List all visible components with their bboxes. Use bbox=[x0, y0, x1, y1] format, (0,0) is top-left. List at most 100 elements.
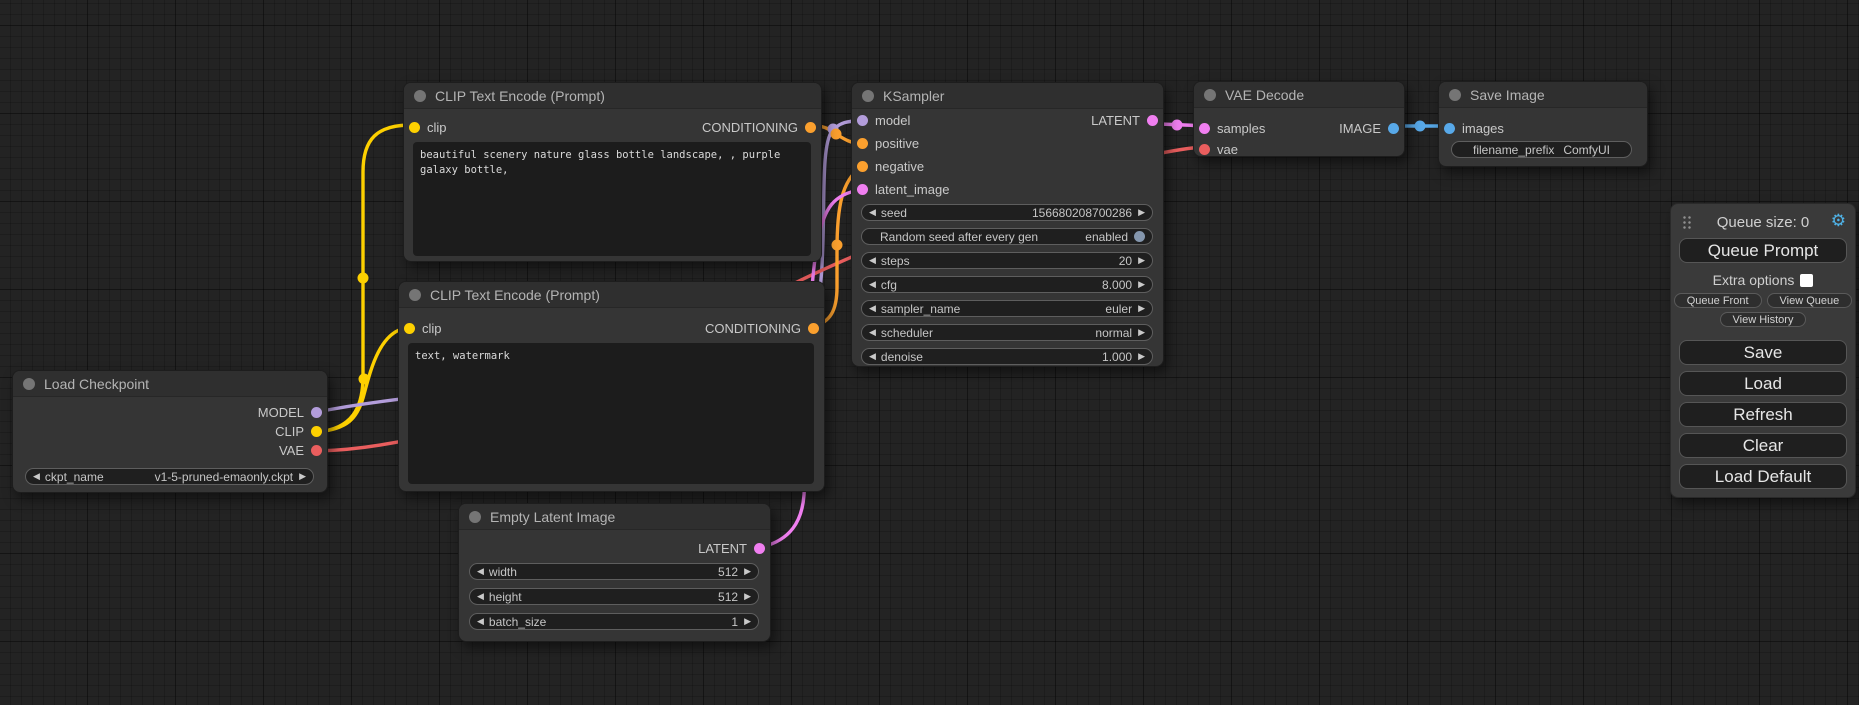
decrement-arrow-icon[interactable]: ◀ bbox=[869, 351, 876, 361]
decrement-arrow-icon[interactable]: ◀ bbox=[869, 279, 876, 289]
slot-row: clip CONDITIONING bbox=[404, 117, 821, 137]
increment-arrow-icon[interactable]: ▶ bbox=[299, 471, 306, 481]
output-label: LATENT bbox=[1091, 113, 1140, 128]
extra-options-label: Extra options bbox=[1712, 272, 1795, 288]
filename-prefix-widget[interactable]: filename_prefix ComfyUI bbox=[1451, 141, 1632, 158]
seed-widget[interactable]: ◀ seed 156680208700286 ▶ bbox=[861, 204, 1153, 221]
collapse-dot-icon[interactable] bbox=[23, 377, 35, 390]
view-history-button[interactable]: View History bbox=[1719, 312, 1807, 327]
node-header[interactable]: Load Checkpoint bbox=[13, 371, 327, 397]
slot-row-latent-image: latent_image bbox=[852, 178, 1163, 201]
cfg-widget[interactable]: ◀ cfg 8.000 ▶ bbox=[861, 276, 1153, 293]
clip-input-slot[interactable] bbox=[404, 322, 415, 334]
refresh-button[interactable]: Refresh bbox=[1679, 402, 1847, 427]
node-empty-latent-image[interactable]: Empty Latent Image LATENT ◀ width 512 ▶ … bbox=[458, 503, 771, 642]
negative-input-slot[interactable] bbox=[857, 161, 868, 172]
positive-input-slot[interactable] bbox=[857, 138, 868, 149]
output-label: LATENT bbox=[698, 540, 747, 556]
model-input-slot[interactable] bbox=[857, 115, 868, 126]
increment-arrow-icon[interactable]: ▶ bbox=[744, 566, 751, 576]
clip-input-slot[interactable] bbox=[409, 121, 420, 133]
slot-row-samples: samples IMAGE bbox=[1194, 118, 1404, 139]
images-input-slot[interactable] bbox=[1444, 123, 1455, 134]
increment-arrow-icon[interactable]: ▶ bbox=[1138, 279, 1145, 289]
slot-row-negative: negative bbox=[852, 155, 1163, 178]
node-header[interactable]: CLIP Text Encode (Prompt) bbox=[399, 282, 824, 308]
latent-output-slot[interactable] bbox=[754, 542, 765, 554]
node-header[interactable]: Save Image bbox=[1439, 82, 1647, 108]
input-label: model bbox=[875, 113, 911, 128]
node-clip-text-encode-negative[interactable]: CLIP Text Encode (Prompt) clip CONDITION… bbox=[398, 281, 825, 492]
output-row-clip: CLIP bbox=[13, 422, 327, 441]
width-widget[interactable]: ◀ width 512 ▶ bbox=[469, 563, 759, 580]
increment-arrow-icon[interactable]: ▶ bbox=[1138, 327, 1145, 337]
conditioning-output-slot[interactable] bbox=[808, 322, 819, 334]
clip-output-slot[interactable] bbox=[311, 426, 322, 437]
input-label: images bbox=[1462, 121, 1504, 136]
collapse-dot-icon[interactable] bbox=[862, 89, 874, 102]
node-load-checkpoint[interactable]: Load Checkpoint MODEL CLIP VAE ◀ ckpt_na… bbox=[12, 370, 328, 493]
decrement-arrow-icon[interactable]: ◀ bbox=[869, 327, 876, 337]
samples-input-slot[interactable] bbox=[1199, 123, 1210, 134]
widget-label: ckpt_name bbox=[44, 469, 104, 484]
latent-image-input-slot[interactable] bbox=[857, 184, 868, 195]
load-button[interactable]: Load bbox=[1679, 371, 1847, 396]
output-label: CONDITIONING bbox=[701, 119, 798, 135]
node-header[interactable]: Empty Latent Image bbox=[459, 504, 770, 530]
view-queue-button[interactable]: View Queue bbox=[1766, 293, 1853, 308]
batch-size-widget[interactable]: ◀ batch_size 1 ▶ bbox=[469, 613, 759, 630]
increment-arrow-icon[interactable]: ▶ bbox=[1138, 303, 1145, 313]
clear-button[interactable]: Clear bbox=[1679, 433, 1847, 458]
decrement-arrow-icon[interactable]: ◀ bbox=[869, 255, 876, 265]
decrement-arrow-icon[interactable]: ◀ bbox=[33, 471, 40, 481]
vae-output-slot[interactable] bbox=[311, 445, 322, 456]
node-clip-text-encode-positive[interactable]: CLIP Text Encode (Prompt) clip CONDITION… bbox=[403, 82, 822, 262]
collapse-dot-icon[interactable] bbox=[1449, 88, 1461, 101]
height-widget[interactable]: ◀ height 512 ▶ bbox=[469, 588, 759, 605]
decrement-arrow-icon[interactable]: ◀ bbox=[477, 591, 484, 601]
save-button[interactable]: Save bbox=[1679, 340, 1847, 365]
conditioning-output-slot[interactable] bbox=[805, 121, 816, 133]
sampler-name-widget[interactable]: ◀ sampler_name euler ▶ bbox=[861, 300, 1153, 317]
increment-arrow-icon[interactable]: ▶ bbox=[1138, 207, 1145, 217]
node-header[interactable]: KSampler bbox=[852, 83, 1163, 109]
model-output-slot[interactable] bbox=[311, 407, 322, 418]
increment-arrow-icon[interactable]: ▶ bbox=[744, 591, 751, 601]
node-header[interactable]: CLIP Text Encode (Prompt) bbox=[404, 83, 821, 109]
input-label: clip bbox=[427, 119, 447, 135]
settings-gear-icon[interactable]: ⚙ bbox=[1830, 211, 1846, 230]
node-ksampler[interactable]: KSampler model LATENT positive negative … bbox=[851, 82, 1164, 367]
increment-arrow-icon[interactable]: ▶ bbox=[1138, 351, 1145, 361]
image-output-slot[interactable] bbox=[1388, 123, 1399, 134]
decrement-arrow-icon[interactable]: ◀ bbox=[477, 566, 484, 576]
denoise-widget[interactable]: ◀ denoise 1.000 ▶ bbox=[861, 348, 1153, 365]
load-default-button[interactable]: Load Default bbox=[1679, 464, 1847, 489]
slot-row-vae: vae bbox=[1194, 139, 1404, 160]
toggle-dot-icon[interactable] bbox=[1134, 231, 1145, 242]
prompt-textarea[interactable]: beautiful scenery nature glass bottle la… bbox=[413, 142, 811, 256]
collapse-dot-icon[interactable] bbox=[1204, 88, 1216, 101]
steps-widget[interactable]: ◀ steps 20 ▶ bbox=[861, 252, 1153, 269]
decrement-arrow-icon[interactable]: ◀ bbox=[869, 303, 876, 313]
vae-input-slot[interactable] bbox=[1199, 144, 1210, 155]
decrement-arrow-icon[interactable]: ◀ bbox=[869, 207, 876, 217]
ckpt-name-widget[interactable]: ◀ ckpt_name v1-5-pruned-emaonly.ckpt ▶ bbox=[25, 468, 314, 485]
queue-prompt-button[interactable]: Queue Prompt bbox=[1679, 238, 1847, 263]
extra-options-checkbox[interactable] bbox=[1800, 273, 1814, 287]
increment-arrow-icon[interactable]: ▶ bbox=[744, 616, 751, 626]
collapse-dot-icon[interactable] bbox=[414, 89, 426, 102]
latent-output-slot[interactable] bbox=[1147, 115, 1158, 126]
node-vae-decode[interactable]: VAE Decode samples IMAGE vae bbox=[1193, 81, 1405, 157]
collapse-dot-icon[interactable] bbox=[409, 288, 421, 301]
drag-handle-icon[interactable] bbox=[1682, 215, 1691, 229]
decrement-arrow-icon[interactable]: ◀ bbox=[477, 616, 484, 626]
increment-arrow-icon[interactable]: ▶ bbox=[1138, 255, 1145, 265]
scheduler-widget[interactable]: ◀ scheduler normal ▶ bbox=[861, 324, 1153, 341]
queue-front-button[interactable]: Queue Front bbox=[1673, 293, 1762, 308]
random-seed-toggle[interactable]: Random seed after every gen enabled bbox=[861, 228, 1153, 245]
node-header[interactable]: VAE Decode bbox=[1194, 82, 1404, 108]
prompt-textarea[interactable]: text, watermark bbox=[408, 343, 814, 484]
node-save-image[interactable]: Save Image images filename_prefix ComfyU… bbox=[1438, 81, 1648, 167]
collapse-dot-icon[interactable] bbox=[469, 510, 481, 523]
